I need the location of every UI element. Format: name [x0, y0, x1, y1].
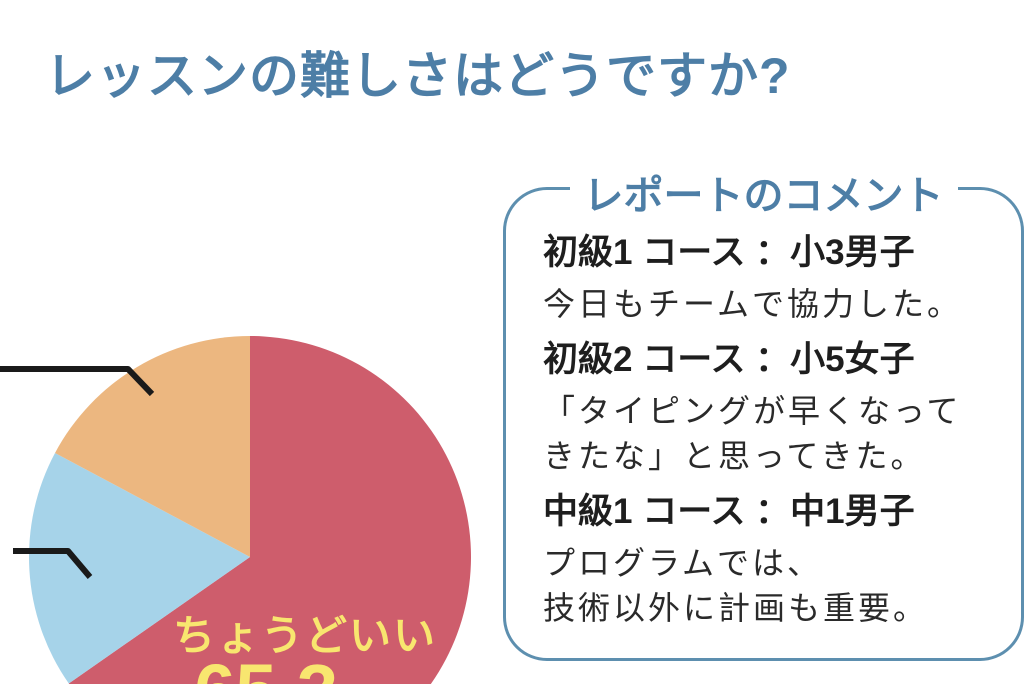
- comment-line: プログラムでは、: [543, 544, 823, 581]
- comment-box-title: レポートのコメント: [569, 163, 958, 221]
- pie-slice-label: ちょうどいい: [172, 612, 437, 659]
- pie-slice-1: [28, 452, 250, 684]
- pie-slice-2: [55, 336, 251, 557]
- comment-line: 技術以外に計画も重要。: [543, 589, 929, 626]
- pie-slice-value-number: 65.3: [194, 649, 338, 684]
- comment-line: 今日もチームで協力した。: [543, 285, 963, 322]
- comment-group-header: 中級1 コース ：中1男子: [543, 492, 915, 532]
- leader-line-blue: [13, 548, 93, 579]
- pie-slice-0: [68, 336, 471, 684]
- pie-chart: ちょうどいい 65.3%: [0, 150, 520, 684]
- comment-box-content: 初級1 コース ：小3男子 今日もチームで協力した。 初級2 コース ：小5女子…: [506, 190, 1021, 658]
- comment-group-header: 初級2 コース ：小5女子: [543, 340, 915, 380]
- comment-group: 初級2 コース ：小5女子 「タイピングが早くなって きたな」と思ってきた。: [543, 341, 1001, 478]
- comment-line: 「タイピングが早くなって: [543, 392, 962, 429]
- page-title: レッスンの難しさはどうですか?: [45, 48, 791, 104]
- comment-box: レポートのコメント 初級1 コース ：小3男子 今日もチームで協力した。 初級2…: [503, 163, 1024, 661]
- comment-line: きたな」と思ってきた。: [543, 437, 926, 474]
- pie-slices: [28, 336, 471, 684]
- pie-slice-value: 65.3%: [135, 648, 435, 684]
- leader-line-orange: [0, 366, 155, 397]
- pie-slice-value-unit: %: [340, 681, 376, 684]
- comment-group: 初級1 コース ：小3男子 今日もチームで協力した。: [543, 233, 1001, 326]
- pie-svg: [0, 336, 471, 684]
- comment-group: 中級1 コース ：中1男子 プログラムでは、 技術以外に計画も重要。: [543, 493, 1001, 630]
- comment-group-header: 初級1 コース ：小3男子: [543, 233, 915, 272]
